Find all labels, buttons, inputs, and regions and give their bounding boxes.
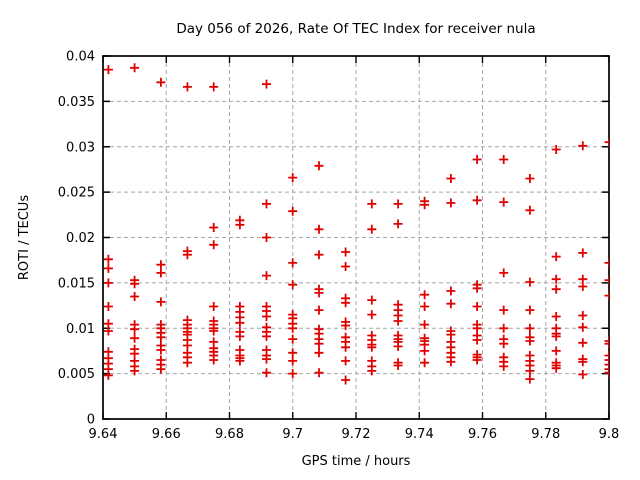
grid-lines — [103, 56, 609, 419]
y-tick-label: 0.035 — [58, 95, 95, 110]
y-axis-label: ROTI / TECUs — [17, 195, 32, 280]
x-axis-label: GPS time / hours — [302, 454, 411, 469]
x-tick-label: 9.76 — [468, 427, 497, 442]
x-tick-label: 9.8 — [599, 427, 620, 442]
chart-title: Day 056 of 2026, Rate Of TEC Index for r… — [176, 21, 535, 37]
y-tick-label: 0.01 — [66, 322, 95, 337]
y-tick-label: 0.005 — [58, 367, 95, 382]
x-tick-label: 9.64 — [89, 427, 118, 442]
x-tick-label: 9.74 — [405, 427, 434, 442]
y-tick-label: 0 — [87, 413, 95, 428]
y-tick-label: 0.04 — [66, 50, 95, 65]
x-tick-label: 9.68 — [215, 427, 244, 442]
y-tick-label: 0.015 — [58, 276, 95, 291]
x-tick-label: 9.72 — [342, 427, 371, 442]
x-tick-label: 9.66 — [152, 427, 181, 442]
x-tick-label: 9.78 — [531, 427, 560, 442]
tick-labels: 9.64 9.66 9.68 9.7 9.72 9.74 9.76 9.78 9.8 0 0.005… — [58, 50, 620, 443]
plot-border — [102, 55, 610, 420]
scatter-points — [103, 63, 609, 385]
y-tick-label: 0.03 — [66, 140, 95, 155]
x-tick-label: 9.7 — [282, 427, 303, 442]
data-point-markers — [103, 63, 609, 385]
y-tick-label: 0.02 — [66, 231, 95, 246]
y-tick-label: 0.025 — [58, 186, 95, 201]
